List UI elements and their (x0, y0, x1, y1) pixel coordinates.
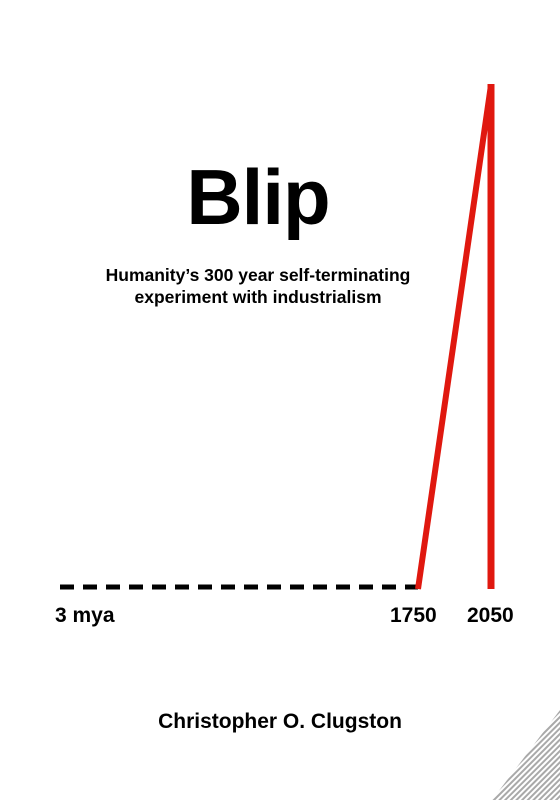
spike-rise-line (415, 84, 494, 590)
book-subtitle: Humanity’s 300 year self-terminating exp… (0, 264, 516, 308)
timeline-label-start: 3 mya (55, 604, 115, 627)
subtitle-line-2: experiment with industrialism (134, 287, 382, 307)
book-title: Blip (186, 153, 330, 241)
timeline-label-1750: 1750 (390, 604, 437, 627)
author-name: Christopher O. Clugston (158, 710, 402, 733)
subtitle-line-1: Humanity’s 300 year self-terminating (105, 265, 411, 285)
timeline-label-2050: 2050 (467, 604, 514, 627)
hatched-corner-watermark-icon (492, 710, 560, 800)
